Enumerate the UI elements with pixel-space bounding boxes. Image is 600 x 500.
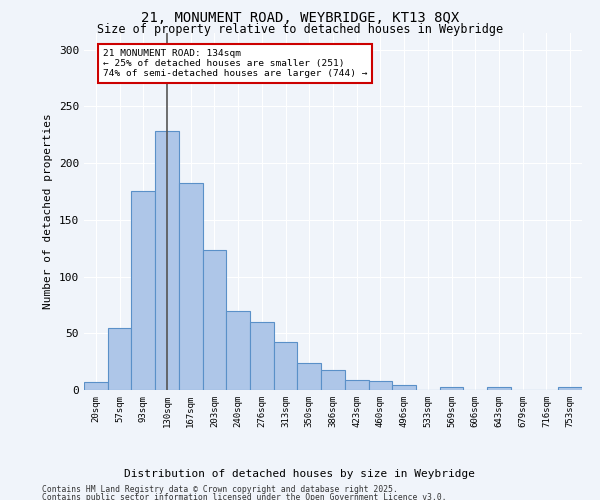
Bar xyxy=(345,380,368,390)
Bar xyxy=(179,184,203,390)
Bar xyxy=(250,322,274,390)
Bar xyxy=(274,342,298,390)
Bar xyxy=(487,386,511,390)
Bar xyxy=(226,310,250,390)
Text: Contains public sector information licensed under the Open Government Licence v3: Contains public sector information licen… xyxy=(42,492,446,500)
Bar xyxy=(131,192,155,390)
Bar xyxy=(84,382,108,390)
Bar xyxy=(108,328,131,390)
Text: Distribution of detached houses by size in Weybridge: Distribution of detached houses by size … xyxy=(125,469,476,479)
Text: 21 MONUMENT ROAD: 134sqm
← 25% of detached houses are smaller (251)
74% of semi-: 21 MONUMENT ROAD: 134sqm ← 25% of detach… xyxy=(103,48,367,78)
Bar xyxy=(440,386,463,390)
Text: 21, MONUMENT ROAD, WEYBRIDGE, KT13 8QX: 21, MONUMENT ROAD, WEYBRIDGE, KT13 8QX xyxy=(141,11,459,25)
Text: Contains HM Land Registry data © Crown copyright and database right 2025.: Contains HM Land Registry data © Crown c… xyxy=(42,485,398,494)
Bar xyxy=(558,386,582,390)
Y-axis label: Number of detached properties: Number of detached properties xyxy=(43,114,53,309)
Bar xyxy=(155,131,179,390)
Bar xyxy=(368,381,392,390)
Bar xyxy=(321,370,345,390)
Bar xyxy=(392,386,416,390)
Bar xyxy=(298,363,321,390)
Bar xyxy=(203,250,226,390)
Text: Size of property relative to detached houses in Weybridge: Size of property relative to detached ho… xyxy=(97,22,503,36)
